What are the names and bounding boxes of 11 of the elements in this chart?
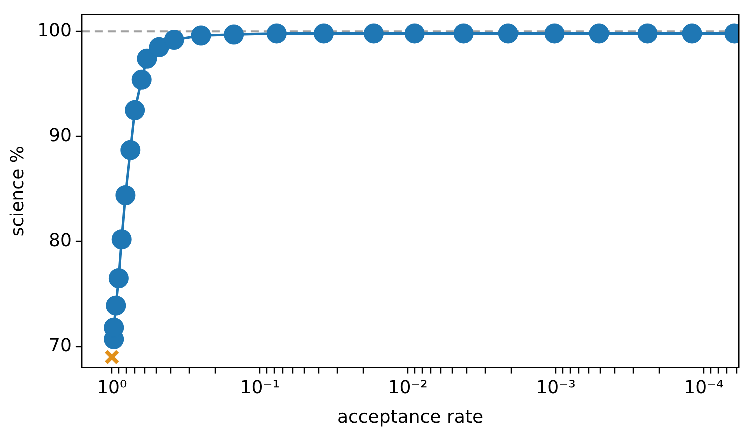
y-tick-label: 70 — [49, 335, 72, 356]
x-tick-label: 10⁻³ — [536, 377, 576, 398]
y-axis-title: science % — [7, 146, 28, 237]
x-tick-label: 10⁻¹ — [240, 377, 280, 398]
x-tick-label: 10⁻² — [388, 377, 428, 398]
x-axis-title: acceptance rate — [337, 406, 484, 428]
x-tick-label: 10⁻⁴ — [684, 377, 724, 398]
y-tick-label: 90 — [49, 125, 72, 146]
x-tick-label: 10⁰ — [97, 377, 128, 398]
y-tick-label: 100 — [38, 20, 72, 42]
y-tick-label: 80 — [49, 230, 72, 252]
